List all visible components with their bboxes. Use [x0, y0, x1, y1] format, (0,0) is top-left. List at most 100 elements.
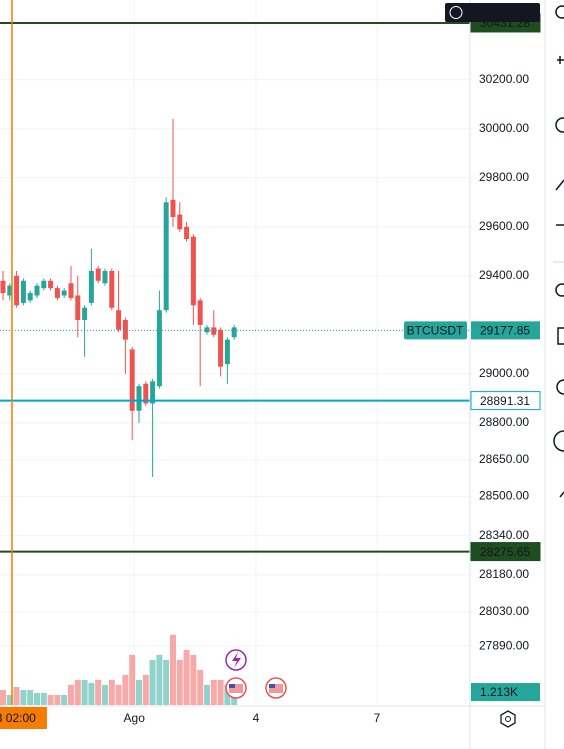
candle-body	[116, 310, 122, 330]
candle-body	[61, 290, 67, 296]
y-tick-label: 28800.00	[479, 415, 529, 429]
volume-bar	[6, 694, 13, 705]
candle-body	[88, 270, 94, 303]
volume-bar	[190, 654, 197, 705]
add-alert-icon[interactable]	[449, 5, 463, 19]
candle-body	[14, 275, 20, 306]
volume-bar	[54, 694, 61, 705]
candle-body	[20, 280, 26, 303]
level-label: 28891.31	[480, 394, 530, 408]
x-tick-label: Ago	[124, 711, 146, 725]
volume-bar	[108, 679, 115, 705]
candle-body	[0, 280, 6, 294]
y-tick-label: 29800.00	[479, 170, 529, 184]
volume-bar	[149, 659, 156, 705]
volume-bar	[27, 689, 34, 705]
volume-bar	[115, 684, 122, 705]
volume-bar	[135, 679, 142, 705]
volume-bar	[0, 689, 6, 705]
level-label: 30431.28	[480, 5, 530, 19]
candle-body	[95, 268, 101, 281]
volume-bar	[163, 659, 170, 705]
volume-bar	[33, 692, 40, 705]
plot-area	[0, 0, 470, 705]
candle-body	[129, 349, 135, 411]
volume-bar	[13, 686, 20, 705]
volume-bar	[210, 679, 217, 705]
candle-body	[218, 329, 224, 367]
y-tick-label: 29000.00	[479, 366, 529, 380]
event-icons[interactable]	[225, 649, 287, 699]
candle-body	[170, 199, 176, 218]
volume-bar	[20, 689, 27, 705]
candle-body	[224, 339, 230, 365]
level-label-bg	[470, 542, 541, 562]
volume-label: 1.213K	[480, 685, 518, 699]
volume-bar	[74, 679, 81, 705]
candle-body	[34, 285, 40, 296]
y-tick-label: 29600.00	[479, 219, 529, 233]
candle-body	[211, 327, 217, 335]
y-tick-label: 28340.00	[479, 528, 529, 542]
volume-bar	[197, 669, 204, 705]
candle-body	[136, 386, 142, 411]
volume-bar	[156, 654, 163, 705]
volume-bar	[61, 694, 68, 705]
y-tick-label: 29400.00	[479, 268, 529, 282]
candle-body	[82, 307, 88, 321]
y-tick-label: 27890.00	[479, 638, 529, 652]
candle-body	[204, 327, 210, 333]
volume-bar	[142, 674, 149, 705]
volume-bar	[47, 694, 54, 705]
volume-bar	[81, 679, 88, 705]
candle-body	[122, 320, 128, 340]
price-label: 29177.85	[480, 324, 530, 338]
level-label-bg	[470, 391, 541, 411]
candle-body	[197, 300, 203, 325]
candle-body	[177, 214, 183, 230]
reset-icon[interactable]	[500, 710, 516, 728]
candle-body	[27, 293, 33, 301]
candle-body	[48, 280, 54, 289]
x-tick-label: 7	[374, 711, 381, 725]
toolbar	[545, 0, 564, 749]
volume-bar	[203, 684, 210, 705]
candle-body	[184, 226, 190, 240]
price-label-bg	[471, 321, 540, 340]
y-tick-label: 28500.00	[479, 489, 529, 503]
y-tick-label: 28650.00	[479, 452, 529, 466]
volume-bar	[40, 692, 47, 705]
volume-bar	[224, 684, 231, 705]
toolbar-icons[interactable]	[553, 5, 564, 498]
candle-body	[68, 283, 74, 298]
candle-body	[75, 295, 81, 321]
candle-body	[190, 236, 196, 306]
volume-bar	[129, 654, 136, 705]
crosshair-label-bg	[0, 707, 47, 729]
volume-bar	[217, 679, 224, 705]
candle-body	[41, 280, 47, 289]
level-label: 28275.65	[480, 545, 530, 559]
volume-bar	[88, 682, 95, 705]
volume-bar	[67, 684, 74, 705]
candle-body	[109, 270, 115, 308]
candle-body	[156, 310, 162, 387]
volume-label-bg	[471, 683, 540, 702]
y-tick-label: 28180.00	[479, 567, 529, 581]
candle-body	[143, 383, 149, 404]
candle-body	[231, 327, 237, 338]
candle-body	[163, 202, 169, 311]
volume-bar	[176, 659, 183, 705]
candle-body	[102, 270, 108, 284]
x-tick-label: 4	[253, 711, 260, 725]
y-tick-label: 28030.00	[479, 604, 529, 618]
volume-bar	[183, 649, 190, 705]
candle-body	[54, 288, 60, 298]
level-label-bg	[445, 2, 540, 22]
y-tick-label: 30000.00	[479, 121, 529, 135]
volume-bar	[101, 684, 108, 705]
symbol-label-bg	[404, 321, 467, 340]
y-tick-label: 30200.00	[479, 72, 529, 86]
candle-body	[7, 285, 13, 296]
